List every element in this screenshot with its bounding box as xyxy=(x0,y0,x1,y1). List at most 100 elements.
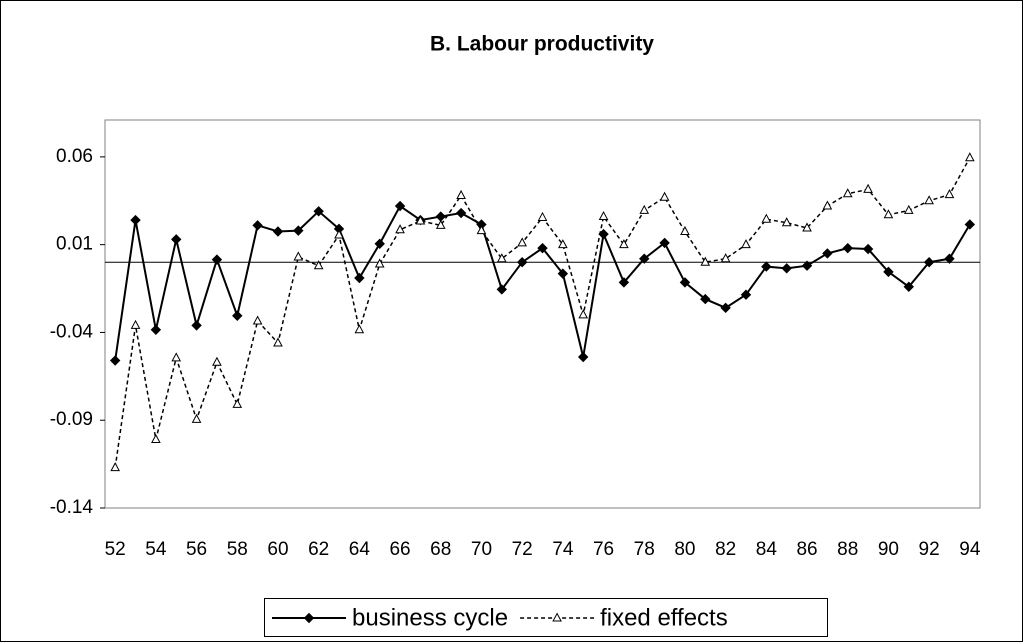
diamond-marker xyxy=(313,206,324,217)
triangle-marker xyxy=(903,204,914,214)
x-tick-label: 52 xyxy=(105,539,126,560)
triangle-marker xyxy=(863,183,873,193)
diamond-marker xyxy=(801,260,813,271)
x-tick-label: 62 xyxy=(308,539,329,560)
diamond-marker xyxy=(639,253,650,264)
diamond-marker xyxy=(700,293,711,305)
diamond-marker xyxy=(577,351,589,363)
triangle-marker xyxy=(191,413,202,423)
diamond-marker xyxy=(191,320,202,331)
diamond-marker xyxy=(496,284,508,295)
diamond-marker xyxy=(964,219,976,230)
triangle-marker xyxy=(558,239,568,249)
triangle-marker xyxy=(639,204,650,214)
triangle-marker xyxy=(212,356,222,366)
diamond-marker xyxy=(557,268,569,279)
triangle-marker xyxy=(883,209,894,219)
x-tick-label: 58 xyxy=(227,539,248,560)
diamond-marker xyxy=(822,248,833,259)
triangle-marker xyxy=(741,239,751,249)
triangle-marker xyxy=(619,239,629,249)
triangle-marker xyxy=(924,195,934,205)
y-tick-label: -0.04 xyxy=(50,321,94,342)
triangle-marker xyxy=(680,225,690,235)
triangle-marker xyxy=(944,189,955,199)
diamond-marker xyxy=(720,302,731,314)
legend-marker xyxy=(552,612,562,622)
x-tick-label: 68 xyxy=(430,539,451,560)
y-tick-label: 0.06 xyxy=(56,146,93,167)
diamond-marker xyxy=(272,226,284,237)
x-tick-label: 88 xyxy=(837,539,858,560)
triangle-marker xyxy=(964,152,975,162)
triangle-marker xyxy=(252,315,263,325)
triangle-marker xyxy=(578,309,589,319)
triangle-marker xyxy=(110,462,121,472)
triangle-marker xyxy=(659,191,670,201)
triangle-marker xyxy=(232,398,243,408)
triangle-marker xyxy=(395,224,405,234)
x-tick-label: 78 xyxy=(634,539,655,560)
diamond-marker xyxy=(740,289,752,300)
triangle-marker xyxy=(476,225,487,235)
diamond-marker xyxy=(252,220,263,231)
x-tick-label: 80 xyxy=(674,539,695,560)
legend-marker xyxy=(303,612,315,624)
triangle-marker xyxy=(720,253,731,263)
triangle-marker xyxy=(761,213,772,223)
triangle-marker xyxy=(842,188,853,198)
x-tick-label: 66 xyxy=(389,539,410,560)
x-tick-label: 94 xyxy=(959,539,981,560)
triangle-marker xyxy=(354,324,365,334)
diamond-marker xyxy=(354,272,365,284)
triangle-marker xyxy=(415,215,426,225)
diamond-marker xyxy=(150,324,162,336)
diamond-marker xyxy=(781,263,792,274)
x-tick-label: 64 xyxy=(349,539,371,560)
triangle-marker xyxy=(273,337,283,347)
diamond-marker xyxy=(862,243,874,255)
legend-box xyxy=(264,598,828,637)
diamond-marker xyxy=(761,261,772,272)
y-tick-label: -0.14 xyxy=(50,497,94,518)
diamond-marker xyxy=(211,254,223,265)
x-tick-label: 72 xyxy=(512,539,533,560)
triangle-marker xyxy=(334,229,344,239)
x-tick-label: 60 xyxy=(267,539,288,560)
triangle-marker xyxy=(496,253,507,263)
diamond-marker xyxy=(374,238,385,249)
triangle-marker xyxy=(293,251,304,261)
triangle-marker xyxy=(517,237,527,247)
diamond-marker xyxy=(883,266,894,278)
x-tick-label: 54 xyxy=(145,539,167,560)
triangle-marker xyxy=(374,258,385,268)
diamond-marker xyxy=(130,214,141,226)
triangle-marker xyxy=(598,210,609,221)
y-tick-label: 0.01 xyxy=(56,234,93,255)
x-tick-label: 82 xyxy=(715,539,736,560)
x-tick-label: 74 xyxy=(552,539,574,560)
triangle-marker xyxy=(151,433,161,444)
triangle-marker xyxy=(171,352,182,362)
chart-title: B. Labour productivity xyxy=(430,33,654,56)
legend-label: business cycle xyxy=(352,604,508,631)
diamond-marker xyxy=(842,242,853,254)
x-tick-label: 84 xyxy=(756,539,778,560)
triangle-marker xyxy=(435,219,446,229)
triangle-marker xyxy=(313,260,324,270)
triangle-marker xyxy=(802,222,812,232)
triangle-marker xyxy=(700,256,711,266)
diamond-marker xyxy=(903,281,914,292)
x-tick-label: 90 xyxy=(878,539,899,560)
triangle-marker xyxy=(130,319,141,329)
diamond-marker xyxy=(537,242,548,254)
diamond-marker xyxy=(618,277,630,288)
diamond-marker xyxy=(455,207,467,219)
diamond-marker xyxy=(659,237,670,249)
diamond-marker xyxy=(394,200,406,212)
diamond-marker xyxy=(232,310,243,321)
legend-label: fixed effects xyxy=(600,604,728,631)
x-tick-label: 92 xyxy=(919,539,940,560)
diamond-marker xyxy=(679,277,691,288)
